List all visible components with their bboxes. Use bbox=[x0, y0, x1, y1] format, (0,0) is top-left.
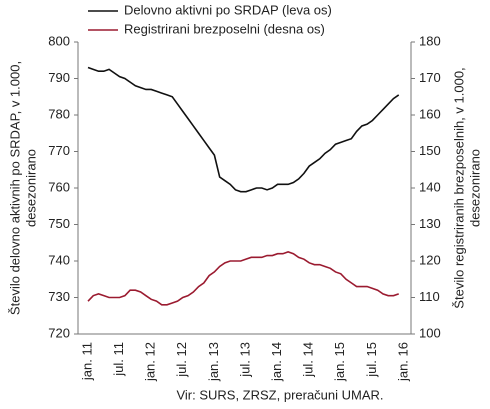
y2-tick-label: 170 bbox=[419, 70, 441, 85]
y-axis-title: desezonirano bbox=[23, 149, 38, 227]
x-tick-label: jul. 13 bbox=[237, 342, 252, 378]
x-tick-label: jan. 16 bbox=[395, 342, 410, 382]
x-tick-label: jan. 15 bbox=[332, 342, 347, 382]
x-tick-label: jan. 13 bbox=[206, 342, 221, 382]
x-tick-label: jul. 12 bbox=[174, 342, 189, 378]
x-tick-label: jul. 11 bbox=[111, 342, 126, 377]
y-tick-label: 770 bbox=[48, 143, 70, 158]
x-tick-label: jan. 11 bbox=[79, 342, 94, 381]
y2-tick-label: 160 bbox=[419, 106, 441, 121]
legend-label: Delovno aktivni po SRDAP (leva os) bbox=[124, 2, 332, 17]
y2-tick-label: 100 bbox=[419, 325, 441, 340]
axis-frame bbox=[77, 42, 412, 335]
y-tick-label: 740 bbox=[48, 252, 70, 267]
y-tick-label: 720 bbox=[48, 325, 70, 340]
legend-label: Registrirani brezposelni (desna os) bbox=[124, 21, 325, 36]
x-tick-label: jul. 15 bbox=[364, 342, 379, 378]
y2-tick-label: 180 bbox=[419, 33, 441, 48]
y2-tick-label: 120 bbox=[419, 252, 441, 267]
y-tick-label: 760 bbox=[48, 179, 70, 194]
y2-tick-label: 110 bbox=[419, 289, 440, 304]
y2-tick-label: 140 bbox=[419, 179, 441, 194]
x-tick-label: jan. 14 bbox=[269, 342, 284, 382]
y-axis-title: Število delovno aktivnih po SRDAP, v 1.0… bbox=[7, 61, 22, 315]
y-tick-label: 800 bbox=[48, 33, 70, 48]
data-line bbox=[87, 66, 400, 193]
y2-axis-title: desezonirano bbox=[467, 149, 482, 227]
x-tick-label: jul. 14 bbox=[301, 342, 316, 378]
y-tick-label: 780 bbox=[48, 106, 70, 121]
y2-tick-label: 150 bbox=[419, 143, 441, 158]
y-tick-label: 790 bbox=[48, 70, 70, 85]
y-tick-label: 750 bbox=[48, 216, 70, 231]
y-tick-label: 730 bbox=[48, 289, 70, 304]
y2-tick-label: 130 bbox=[419, 216, 441, 231]
data-line bbox=[87, 251, 399, 306]
y2-axis-title: Število registriranih brezposelnih, v 1.… bbox=[451, 67, 466, 308]
x-tick-label: jan. 12 bbox=[143, 342, 158, 382]
source: Vir: SURS, ZRSZ, preračuni UMAR. bbox=[176, 387, 383, 402]
